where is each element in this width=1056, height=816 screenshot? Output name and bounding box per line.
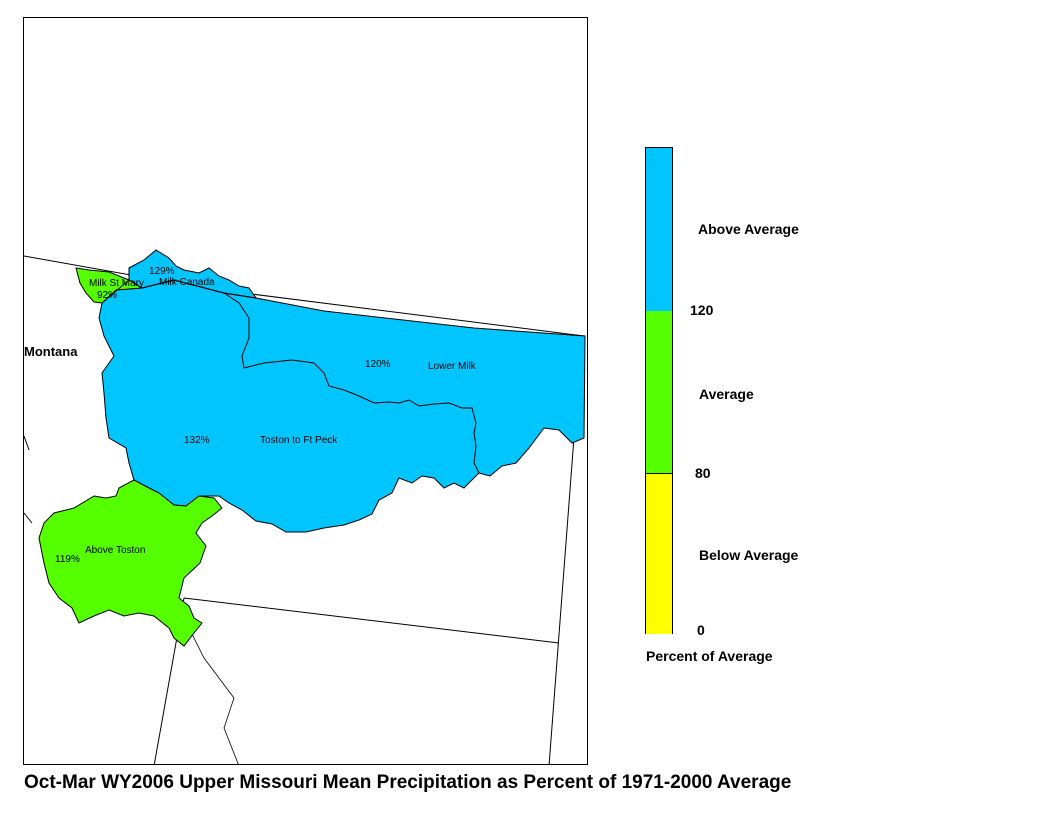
legend-label-above: Above Average — [698, 221, 799, 237]
map-frame: Montana 129% Milk St Mary Milk Canada 92… — [23, 17, 588, 765]
basin-label-toston-ft-peck: Toston to Ft Peck — [260, 435, 338, 446]
legend-color-bar — [645, 147, 673, 634]
basin-label-above-toston: Above Toston — [85, 545, 146, 556]
basin-label-milk-canada-percent: 129% — [149, 266, 175, 277]
basin-label-milk-st-mary: Milk St Mary — [89, 278, 144, 289]
basin-label-toston-ft-peck-percent: 132% — [184, 435, 210, 446]
state-border-south-east — [183, 597, 560, 644]
legend-swatch-below — [646, 474, 672, 634]
legend-title: Percent of Average — [646, 648, 773, 664]
river-line — [188, 627, 239, 764]
basin-toston-to-ft-peck[interactable] — [98, 279, 586, 533]
state-border-east — [548, 397, 578, 764]
legend-label-below: Below Average — [699, 547, 799, 563]
basin-label-lower-milk-percent: 120% — [365, 359, 391, 370]
basin-label-milk-st-mary-percent: 92% — [97, 290, 118, 301]
basin-above-toston[interactable] — [38, 479, 223, 647]
legend-break-120: 120 — [690, 302, 714, 318]
legend-break-0: 0 — [697, 622, 705, 638]
basin-milk-st-mary[interactable] — [75, 267, 144, 304]
basin-label-milk-canada: Milk Canada — [159, 277, 215, 288]
divide-milk — [101, 279, 257, 304]
state-border-west-tick2 — [24, 512, 33, 524]
legend-swatch-above — [646, 148, 672, 312]
legend-break-80: 80 — [695, 465, 711, 481]
state-label-montana: Montana — [24, 344, 78, 359]
legend-swatch-average — [646, 311, 672, 474]
legend-label-average: Average — [699, 386, 754, 402]
map-title: Oct-Mar WY2006 Upper Missouri Mean Preci… — [24, 772, 792, 793]
divide-lower-milk — [223, 292, 480, 474]
basin-map — [24, 249, 586, 764]
basin-label-above-toston-percent: 119% — [55, 554, 80, 565]
state-border-west-tick — [24, 435, 30, 451]
basin-label-lower-milk: Lower Milk — [428, 361, 476, 372]
